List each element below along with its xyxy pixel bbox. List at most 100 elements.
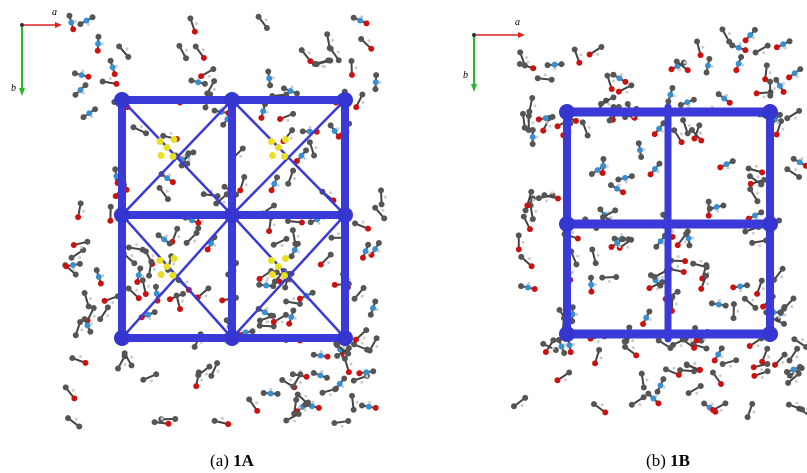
atom bbox=[697, 383, 704, 390]
atom bbox=[797, 66, 804, 73]
atom bbox=[221, 183, 228, 190]
atom bbox=[535, 116, 542, 123]
atom bbox=[239, 145, 246, 152]
atom bbox=[63, 263, 70, 270]
atom bbox=[703, 345, 710, 352]
atom bbox=[674, 288, 681, 295]
atom bbox=[569, 304, 576, 311]
atom bbox=[760, 303, 767, 310]
atom bbox=[602, 409, 609, 416]
caption: (b) 1B bbox=[646, 451, 690, 470]
atom bbox=[793, 371, 797, 375]
atom bbox=[78, 255, 82, 259]
atom bbox=[334, 352, 341, 359]
atom bbox=[355, 400, 359, 404]
atom bbox=[795, 355, 799, 359]
atom bbox=[780, 88, 787, 95]
atom bbox=[366, 347, 373, 354]
atom bbox=[107, 217, 114, 224]
framework-node bbox=[762, 326, 778, 342]
atom bbox=[101, 297, 108, 304]
atom bbox=[683, 230, 690, 237]
atom bbox=[763, 62, 770, 69]
atom bbox=[742, 37, 749, 44]
atom bbox=[191, 343, 198, 350]
atom bbox=[572, 342, 576, 346]
atom bbox=[791, 336, 798, 343]
atom bbox=[624, 100, 631, 107]
atom bbox=[372, 204, 379, 211]
cluster-atom bbox=[157, 271, 165, 278]
atom bbox=[573, 261, 580, 268]
atom bbox=[200, 54, 207, 61]
atom bbox=[610, 71, 617, 78]
atom bbox=[166, 240, 173, 247]
atom bbox=[151, 419, 158, 426]
atom bbox=[531, 198, 535, 202]
cluster-atom bbox=[269, 271, 276, 278]
atom bbox=[293, 158, 300, 165]
atom bbox=[256, 317, 263, 324]
atom bbox=[597, 206, 604, 213]
atom bbox=[751, 372, 758, 379]
atom bbox=[739, 289, 743, 293]
framework-bond bbox=[230, 98, 347, 217]
atom bbox=[256, 281, 263, 288]
atom bbox=[646, 308, 653, 315]
framework-node bbox=[762, 104, 778, 120]
atom bbox=[222, 200, 226, 204]
atom bbox=[543, 73, 547, 77]
atom bbox=[148, 317, 152, 321]
atom bbox=[617, 183, 621, 187]
atom bbox=[164, 175, 171, 182]
atom bbox=[101, 274, 105, 278]
atom bbox=[762, 95, 766, 99]
framework-node bbox=[224, 207, 240, 223]
atom bbox=[781, 320, 788, 327]
atom bbox=[307, 51, 311, 55]
atom bbox=[680, 117, 687, 124]
atom bbox=[741, 295, 748, 302]
atom bbox=[269, 387, 273, 391]
atom bbox=[593, 283, 597, 287]
atom bbox=[92, 314, 96, 318]
atom bbox=[758, 181, 765, 188]
framework-node bbox=[559, 326, 575, 342]
atom bbox=[334, 342, 341, 349]
atom bbox=[362, 336, 366, 340]
atom bbox=[696, 122, 703, 129]
atom bbox=[378, 80, 382, 84]
atom bbox=[571, 46, 578, 53]
atom bbox=[659, 279, 666, 286]
atom bbox=[365, 403, 372, 410]
atom bbox=[759, 169, 766, 176]
atom bbox=[737, 283, 744, 290]
atom bbox=[599, 274, 606, 281]
axis-label: b bbox=[11, 83, 16, 94]
cluster-atom bbox=[170, 136, 178, 143]
atom bbox=[195, 372, 202, 379]
atom bbox=[688, 127, 695, 134]
atom bbox=[648, 318, 652, 322]
atom bbox=[605, 164, 609, 168]
atom bbox=[752, 410, 756, 414]
framework-node bbox=[337, 330, 353, 346]
atom bbox=[572, 117, 579, 124]
atom bbox=[72, 332, 79, 339]
atom bbox=[319, 350, 323, 354]
atom bbox=[510, 403, 517, 410]
atom bbox=[741, 63, 745, 67]
atom bbox=[146, 284, 150, 288]
atom bbox=[220, 416, 224, 420]
atom bbox=[372, 245, 379, 252]
atom bbox=[755, 191, 759, 195]
atom bbox=[282, 284, 289, 291]
atom bbox=[608, 85, 615, 92]
atom bbox=[750, 364, 757, 371]
atom bbox=[261, 309, 268, 316]
atom bbox=[204, 246, 211, 253]
atom bbox=[95, 40, 102, 47]
atom bbox=[220, 121, 227, 128]
atom bbox=[377, 249, 381, 253]
atom bbox=[319, 389, 326, 396]
